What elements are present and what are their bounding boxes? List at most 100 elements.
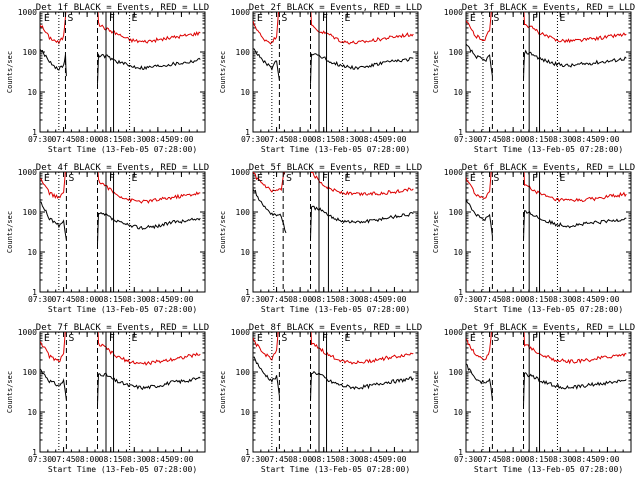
x-tick-label: 08:45 <box>146 295 170 304</box>
interval-label: F <box>109 173 115 184</box>
interval-label: E <box>345 333 351 344</box>
series-events-line-seg2 <box>523 49 627 80</box>
interval-label: E <box>559 333 565 344</box>
x-axis-label: Start Time (13-Feb-05 07:28:00) <box>48 465 197 474</box>
panel-title: Det 8f BLACK = Events, RED = LLD <box>249 323 422 333</box>
series-events-line-seg1 <box>253 48 280 81</box>
interval-label: S <box>493 173 499 184</box>
panel-det-5: Det 5f BLACK = Events, RED = LLD 1 10 100 10… <box>219 163 422 314</box>
plot-frame <box>465 11 632 133</box>
x-tick-label: 08:45 <box>359 295 383 304</box>
interval-label: S <box>68 333 74 344</box>
y-axis-label: Counts/sec <box>432 51 440 93</box>
series-events-line-seg2 <box>97 53 201 84</box>
x-tick-label: 08:00 <box>75 455 99 464</box>
y-tick-label: 10 <box>27 248 37 257</box>
series-events-line-seg2 <box>310 205 414 239</box>
panel-title: Det 2f BLACK = Events, RED = LLD <box>249 3 422 13</box>
y-axis-label: Counts/sec <box>219 51 227 93</box>
y-axis-label: Counts/sec <box>432 371 440 413</box>
series-events-line-seg1 <box>466 363 493 401</box>
y-tick-label: 1000 <box>444 168 463 177</box>
plot-frame <box>39 11 206 133</box>
series-lld-line-seg1 <box>40 332 66 363</box>
panel-det-6: Det 6f BLACK = Events, RED = LLD 1 10 100 10… <box>432 163 635 314</box>
plot-frame <box>465 331 632 453</box>
panel-title: Det 3f BLACK = Events, RED = LLD <box>462 3 635 13</box>
x-tick-label: 09:00 <box>382 295 406 304</box>
series-events-line-seg1 <box>253 188 287 234</box>
x-tick-label: 07:45 <box>52 295 76 304</box>
panel-det-1: Det 1f BLACK = Events, RED = LLD 1 10 100 10… <box>6 3 209 154</box>
x-tick-label: 09:00 <box>595 295 619 304</box>
series-events-line-seg2 <box>523 372 627 406</box>
x-tick-label: 07:45 <box>478 295 502 304</box>
x-tick-label: 07:30 <box>28 295 52 304</box>
y-tick-label: 100 <box>23 48 38 57</box>
interval-label: F <box>322 13 328 24</box>
interval-label: E <box>559 173 565 184</box>
interval-label: F <box>109 13 115 24</box>
x-tick-label: 09:00 <box>169 455 193 464</box>
y-tick-label: 100 <box>23 208 38 217</box>
x-tick-label: 08:30 <box>548 135 572 144</box>
interval-label: E <box>345 173 351 184</box>
x-tick-label: 08:45 <box>359 135 383 144</box>
y-tick-label: 1000 <box>444 328 463 337</box>
y-tick-label: 10 <box>240 248 250 257</box>
series-lld-line-seg2 <box>310 172 414 197</box>
y-axis-label: Counts/sec <box>6 211 14 253</box>
interval-label: F <box>322 333 328 344</box>
x-tick-label: 07:30 <box>241 135 265 144</box>
x-axis-label: Start Time (13-Feb-05 07:28:00) <box>474 465 623 474</box>
x-tick-label: 07:30 <box>28 455 52 464</box>
interval-label: S <box>286 173 292 184</box>
x-tick-label: 08:30 <box>122 455 146 464</box>
series-events-line-seg2 <box>310 370 414 401</box>
x-tick-label: 08:15 <box>99 455 123 464</box>
y-tick-label: 1 <box>245 128 250 137</box>
x-axis-label: Start Time (13-Feb-05 07:28:00) <box>261 305 410 314</box>
y-tick-label: 1000 <box>231 168 250 177</box>
interval-label: S <box>281 333 287 344</box>
interval-label: F <box>532 173 538 184</box>
series-lld-line-seg1 <box>466 12 492 41</box>
plot-frame <box>252 171 419 293</box>
panel-title: Det 5f BLACK = Events, RED = LLD <box>249 163 422 173</box>
y-tick-label: 1 <box>458 128 463 137</box>
x-tick-label: 07:30 <box>454 135 478 144</box>
x-tick-label: 07:30 <box>454 295 478 304</box>
y-tick-label: 10 <box>453 88 463 97</box>
y-tick-label: 1 <box>458 448 463 457</box>
x-tick-label: 08:15 <box>99 135 123 144</box>
series-events-line-seg2 <box>310 53 414 84</box>
x-axis-label: Start Time (13-Feb-05 07:28:00) <box>261 465 410 474</box>
interval-label: S <box>67 13 73 24</box>
interval-label: E <box>470 173 476 184</box>
y-tick-label: 10 <box>240 408 250 417</box>
y-tick-label: 100 <box>449 368 464 377</box>
series-lld-line-seg1 <box>253 172 285 193</box>
y-tick-label: 10 <box>453 408 463 417</box>
interval-label: E <box>470 13 476 24</box>
series-events-line-seg1 <box>253 356 280 397</box>
x-tick-label: 09:00 <box>595 455 619 464</box>
y-tick-label: 1000 <box>231 8 250 17</box>
x-tick-label: 07:30 <box>454 455 478 464</box>
x-tick-label: 08:00 <box>288 295 312 304</box>
interval-label: E <box>132 13 138 24</box>
interval-label: S <box>281 13 287 24</box>
y-tick-label: 1 <box>32 448 37 457</box>
y-tick-label: 1000 <box>231 328 250 337</box>
y-tick-label: 100 <box>449 208 464 217</box>
y-axis-label: Counts/sec <box>219 211 227 253</box>
y-axis-label: Counts/sec <box>6 371 14 413</box>
x-tick-label: 08:00 <box>75 295 99 304</box>
x-tick-label: 07:45 <box>478 455 502 464</box>
series-events-line-seg1 <box>466 198 493 237</box>
x-tick-label: 08:00 <box>288 455 312 464</box>
y-tick-label: 10 <box>27 408 37 417</box>
interval-label: E <box>257 13 263 24</box>
x-tick-label: 08:00 <box>501 135 525 144</box>
